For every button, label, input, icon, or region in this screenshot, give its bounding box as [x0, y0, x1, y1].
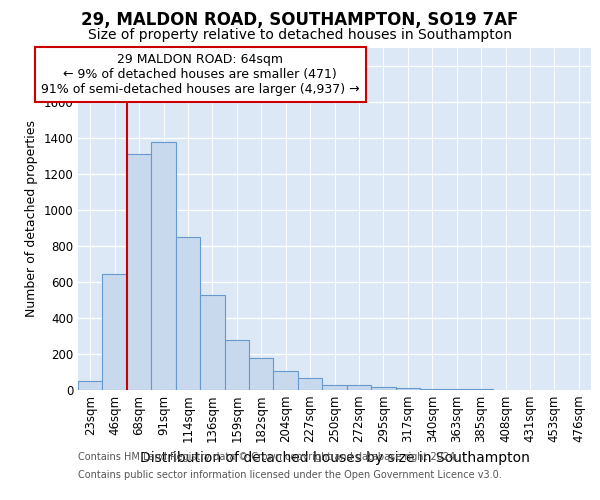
Bar — [420, 389, 445, 390]
Text: Contains HM Land Registry data © Crown copyright and database right 2024.: Contains HM Land Registry data © Crown c… — [78, 452, 458, 462]
Bar — [176, 237, 200, 390]
Y-axis label: Number of detached properties: Number of detached properties — [25, 120, 38, 318]
Text: Contains public sector information licensed under the Open Government Licence v3: Contains public sector information licen… — [78, 470, 502, 480]
Bar — [200, 296, 224, 390]
Bar — [103, 274, 127, 390]
Bar — [469, 389, 493, 390]
Text: 29 MALDON ROAD: 64sqm
← 9% of detached houses are smaller (471)
91% of semi-deta: 29 MALDON ROAD: 64sqm ← 9% of detached h… — [41, 53, 359, 96]
Bar — [322, 384, 347, 390]
X-axis label: Distribution of detached houses by size in Southampton: Distribution of detached houses by size … — [140, 451, 529, 465]
Bar — [298, 378, 322, 390]
Bar — [347, 386, 371, 390]
Bar — [224, 340, 249, 390]
Bar — [249, 358, 274, 390]
Bar — [395, 388, 420, 390]
Bar — [274, 371, 298, 390]
Bar — [151, 142, 176, 390]
Bar — [445, 389, 469, 390]
Text: Size of property relative to detached houses in Southampton: Size of property relative to detached ho… — [88, 28, 512, 42]
Bar — [78, 381, 103, 390]
Text: 29, MALDON ROAD, SOUTHAMPTON, SO19 7AF: 29, MALDON ROAD, SOUTHAMPTON, SO19 7AF — [82, 11, 518, 29]
Bar — [371, 388, 395, 390]
Bar — [127, 154, 151, 390]
